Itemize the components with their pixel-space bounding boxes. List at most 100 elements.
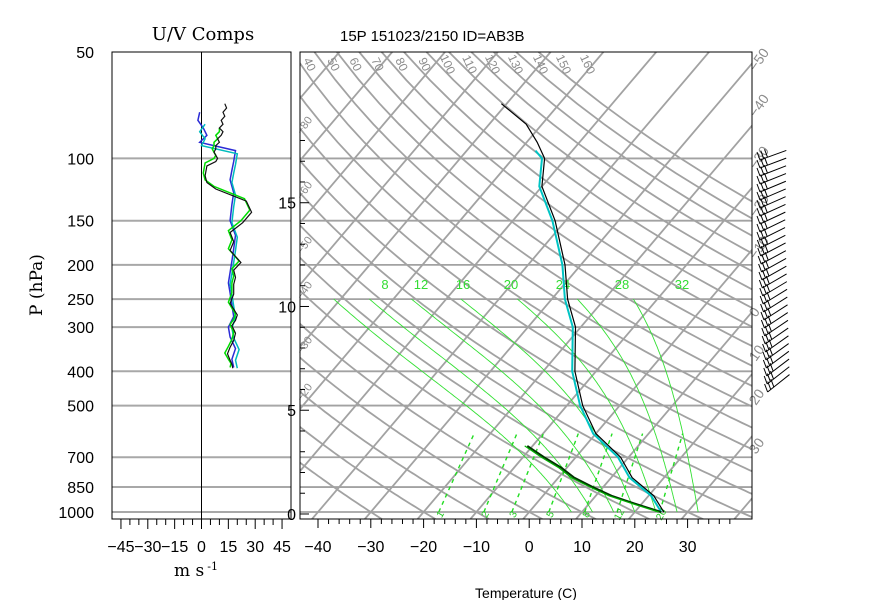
dry-adiabat-line xyxy=(300,356,544,519)
wind-barb-feather xyxy=(762,285,767,295)
skewt-profile-line xyxy=(534,149,663,513)
isotherm-line xyxy=(363,62,752,519)
mixing-ratio-label: 12 xyxy=(612,507,627,523)
skewt-temperature-ticks: −40 −30 −20 −10 0 10 20 30 xyxy=(304,519,731,556)
wind-barb-feather xyxy=(770,370,774,380)
wind-barb-staff xyxy=(759,219,786,233)
wind-barb-feather xyxy=(762,359,767,369)
dry-adiabat-line xyxy=(537,52,752,203)
moist-adiabat-label: 28 xyxy=(615,277,629,292)
temperature-tick-label: 30 xyxy=(679,539,697,556)
wind-barb-feather xyxy=(758,279,763,289)
wind-barb-feather xyxy=(759,295,764,305)
temperature-tick-label: −10 xyxy=(463,539,490,556)
uv-x-axis-label-exponent: -1 xyxy=(207,560,218,573)
wind-barb-staff xyxy=(759,173,787,185)
uv-series-group xyxy=(197,103,253,369)
uv-pressure-tick-label: 1000 xyxy=(58,505,94,522)
wind-barb-feather xyxy=(762,277,767,287)
temperature-tick-label: 0 xyxy=(525,539,534,556)
isotherm-label-right: −40 xyxy=(745,91,772,120)
wind-barb-feather xyxy=(766,373,771,382)
dry-adiabat-label: 160 xyxy=(577,52,598,76)
wind-barb-feather xyxy=(769,347,773,356)
uv-series-line xyxy=(202,128,251,368)
dry-adiabat-line xyxy=(300,461,383,519)
moist-adiabat-label: 32 xyxy=(675,277,689,292)
wind-barb-feather xyxy=(766,299,771,308)
skewt-background-lines xyxy=(0,18,752,520)
dry-adiabat-line xyxy=(300,61,752,408)
wind-barb-staff xyxy=(762,288,788,305)
wind-barb-staff xyxy=(759,211,786,225)
uv-pressure-tick-label: 700 xyxy=(67,450,94,467)
wind-barb-feather xyxy=(764,383,769,393)
mixing-ratio-line xyxy=(584,433,613,513)
wind-barb-feather xyxy=(756,239,761,249)
wind-barb-staff xyxy=(764,327,789,345)
wind-barb-feather xyxy=(763,367,768,377)
temperature-tick-label: 10 xyxy=(573,539,591,556)
uv-plot-frame xyxy=(111,51,292,520)
wind-barb-feather xyxy=(758,271,763,281)
skewt-panel-title: 15P 151023/2150 ID=AB3B xyxy=(340,28,524,45)
wind-barb-feather xyxy=(764,236,768,245)
dry-adiabat-line xyxy=(300,223,752,519)
wind-barb-feather xyxy=(770,378,775,388)
skewt-profiles xyxy=(501,103,665,513)
isotherm-line xyxy=(300,52,658,473)
wind-barb-staff xyxy=(760,234,786,249)
dry-adiabat-label: 60 xyxy=(346,55,364,73)
wind-barb-feather xyxy=(763,172,768,182)
dry-adiabat-line xyxy=(300,127,752,451)
wind-barb-feather xyxy=(756,215,761,225)
dry-adiabat-label: 80 xyxy=(392,55,410,73)
wind-barb-feather xyxy=(761,261,766,271)
mixing-ratio-label: 5 xyxy=(545,509,558,520)
wind-barb-staff xyxy=(759,149,787,161)
wind-barb-feather xyxy=(763,228,768,237)
wind-barb-feather xyxy=(769,355,774,364)
wind-barb-staff xyxy=(759,165,787,177)
wind-barb-staff xyxy=(759,196,786,209)
uv-y-axis-label: P (hPa) xyxy=(27,254,47,316)
temperature-tick-label: −20 xyxy=(410,539,437,556)
height-tick-label: 15 xyxy=(278,196,296,213)
wind-barb-staff xyxy=(760,242,786,257)
wind-barb-feather xyxy=(756,167,761,177)
height-tick-label: 0 xyxy=(287,507,296,524)
wind-barb-feather xyxy=(763,375,768,385)
wind-barb-feather xyxy=(764,157,768,166)
wind-barb-staff xyxy=(763,296,788,313)
isotherm-label-right: 30 xyxy=(745,435,767,457)
wind-barb-feather xyxy=(768,339,773,348)
isotherm-label-right: −50 xyxy=(745,45,772,74)
dry-adiabat-label: 150 xyxy=(553,52,574,76)
isotherm-line xyxy=(627,372,752,519)
uv-panel-title: U/V Comps xyxy=(152,24,254,45)
height-tick-label: 10 xyxy=(278,299,296,316)
uv-pressure-tick-label: 200 xyxy=(67,258,94,275)
wind-barb-feather xyxy=(756,159,761,169)
wind-barb-staff xyxy=(766,358,790,377)
dry-adiabat-line xyxy=(300,322,598,519)
wind-barb-feather xyxy=(760,158,765,167)
dry-adiabat-line xyxy=(300,159,752,473)
dry-adiabat-line xyxy=(300,191,752,495)
mixing-ratio-label: 2 xyxy=(480,509,493,520)
dry-adiabat-label: 70 xyxy=(368,55,386,73)
isotherm-line xyxy=(0,18,316,520)
wind-barb-feather xyxy=(767,323,772,332)
height-tick-label: 5 xyxy=(287,403,296,420)
wind-barb-feather xyxy=(765,333,769,342)
wind-barb-feather xyxy=(760,303,765,313)
wind-barb-staff xyxy=(759,157,787,169)
wind-barb-feather xyxy=(761,253,766,263)
dry-adiabat-line xyxy=(403,52,752,309)
dry-adiabat-label: 50 xyxy=(324,55,342,73)
wind-barb-feather xyxy=(760,311,765,321)
wind-barb-feather xyxy=(767,307,772,316)
wind-barb-feather xyxy=(765,349,770,358)
skewt-height-ticks: 0 5 10 15 xyxy=(278,139,309,524)
